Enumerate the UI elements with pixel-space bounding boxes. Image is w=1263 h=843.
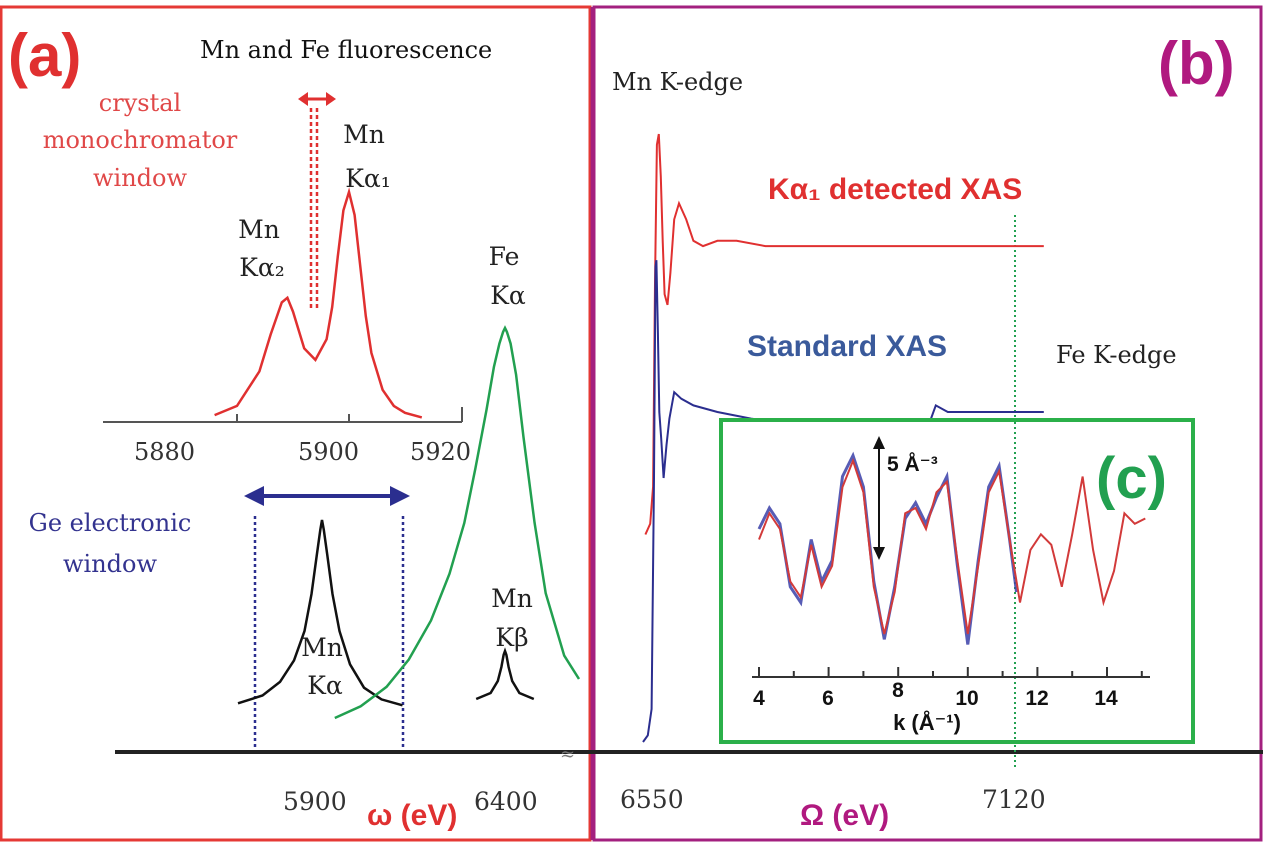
mn-kb-curve (475, 647, 535, 701)
mn-ka1-label: Mn Kα₁ (343, 120, 391, 193)
scale-bar: 5 Å⁻³ (873, 436, 938, 560)
fe-ka-label-line-1: Fe (489, 242, 520, 271)
mn-ka-label-line-1: Mn (301, 633, 343, 662)
mn-kb-label: Mn Kβ (491, 584, 533, 652)
b-xtick-2: 7120 (982, 785, 1046, 814)
mn-kb-label-line-1: Mn (491, 584, 533, 613)
panel-c-border (719, 418, 1195, 744)
ge-window-marker (244, 486, 410, 750)
c-xtick-1: 4 (753, 687, 765, 710)
fe-k-edge-label: Fe K-edge (1056, 341, 1177, 369)
ka1-detected-xas-label: Kα₁ detected XAS (768, 173, 1022, 206)
c-xtick-4: 10 (955, 687, 978, 710)
a-xtick-1: 5900 (283, 787, 347, 816)
scale-bar-label: 5 Å⁻³ (887, 452, 938, 476)
inset-xtick-2: 5900 (298, 438, 359, 466)
mn-ka1-ka2-curve (214, 187, 423, 419)
mn-ka-curve (237, 519, 403, 707)
ka1-detected-xas-curve (644, 133, 1044, 535)
c-xtick-6: 14 (1094, 687, 1118, 710)
b-xtick-1: 6550 (620, 785, 684, 814)
standard-xas-label: Standard XAS (747, 330, 947, 363)
mn-ka-label: Mn Kα (301, 633, 343, 700)
ge-window-label: Ge electronic window (29, 509, 192, 578)
standard-xas-curve (642, 260, 1044, 743)
c-xtick-5: 12 (1025, 687, 1048, 710)
c-xtick-3: 8 (892, 679, 904, 702)
mn-k-edge-label: Mn K-edge (612, 68, 743, 96)
mn-ka2-label-line-1: Mn (238, 215, 280, 244)
mn-kb-label-line-2: Kβ (495, 623, 528, 652)
crystal-window-line-3: window (93, 164, 187, 192)
mn-ka2-label-line-2: Kα₂ (239, 253, 285, 282)
a-xtick-2: 6400 (474, 787, 538, 816)
panel-a-title: Mn and Fe fluorescence (200, 36, 492, 64)
inset-xtick-3: 5920 (410, 438, 471, 466)
panel-b-label: (b) (1158, 30, 1235, 97)
inset-xtick-1: 5880 (134, 438, 195, 466)
crystal-window-marker (298, 92, 336, 310)
c-x-axis-label: k (Å⁻¹) (893, 709, 961, 735)
b-x-axis-label: Ω (eV) (800, 799, 889, 832)
fe-ka-curve (334, 325, 581, 720)
mn-ka2-label: Mn Kα₂ (238, 215, 285, 282)
c-x-ticks (758, 667, 1143, 677)
fe-ka-label-line-2: Kα (490, 281, 526, 310)
crystal-window-label: crystal monochromator window (43, 89, 238, 192)
crystal-window-line-2: monochromator (43, 126, 238, 154)
a-x-axis-label: ω (eV) (367, 799, 457, 832)
mn-ka1-label-line-1: Mn (343, 120, 385, 149)
panel-b-border (592, 5, 1263, 842)
panel-a-border (0, 5, 592, 842)
panel-c-label: (c) (1096, 446, 1167, 511)
axis-break-symbol: ≈ (560, 744, 575, 765)
ge-window-line-2: window (63, 550, 157, 578)
fe-ka-label: Fe Kα (489, 242, 526, 310)
exafs-ka1-curve (758, 457, 1146, 635)
mn-ka1-label-line-2: Kα₁ (345, 164, 391, 193)
crystal-window-line-1: crystal (99, 89, 181, 117)
mn-ka-label-line-2: Kα (307, 671, 343, 700)
ge-window-line-1: Ge electronic (29, 509, 192, 537)
inset-axis: 5880 5900 5920 (103, 407, 471, 466)
c-xtick-2: 6 (822, 687, 834, 710)
panel-a-label: (a) (8, 22, 81, 89)
